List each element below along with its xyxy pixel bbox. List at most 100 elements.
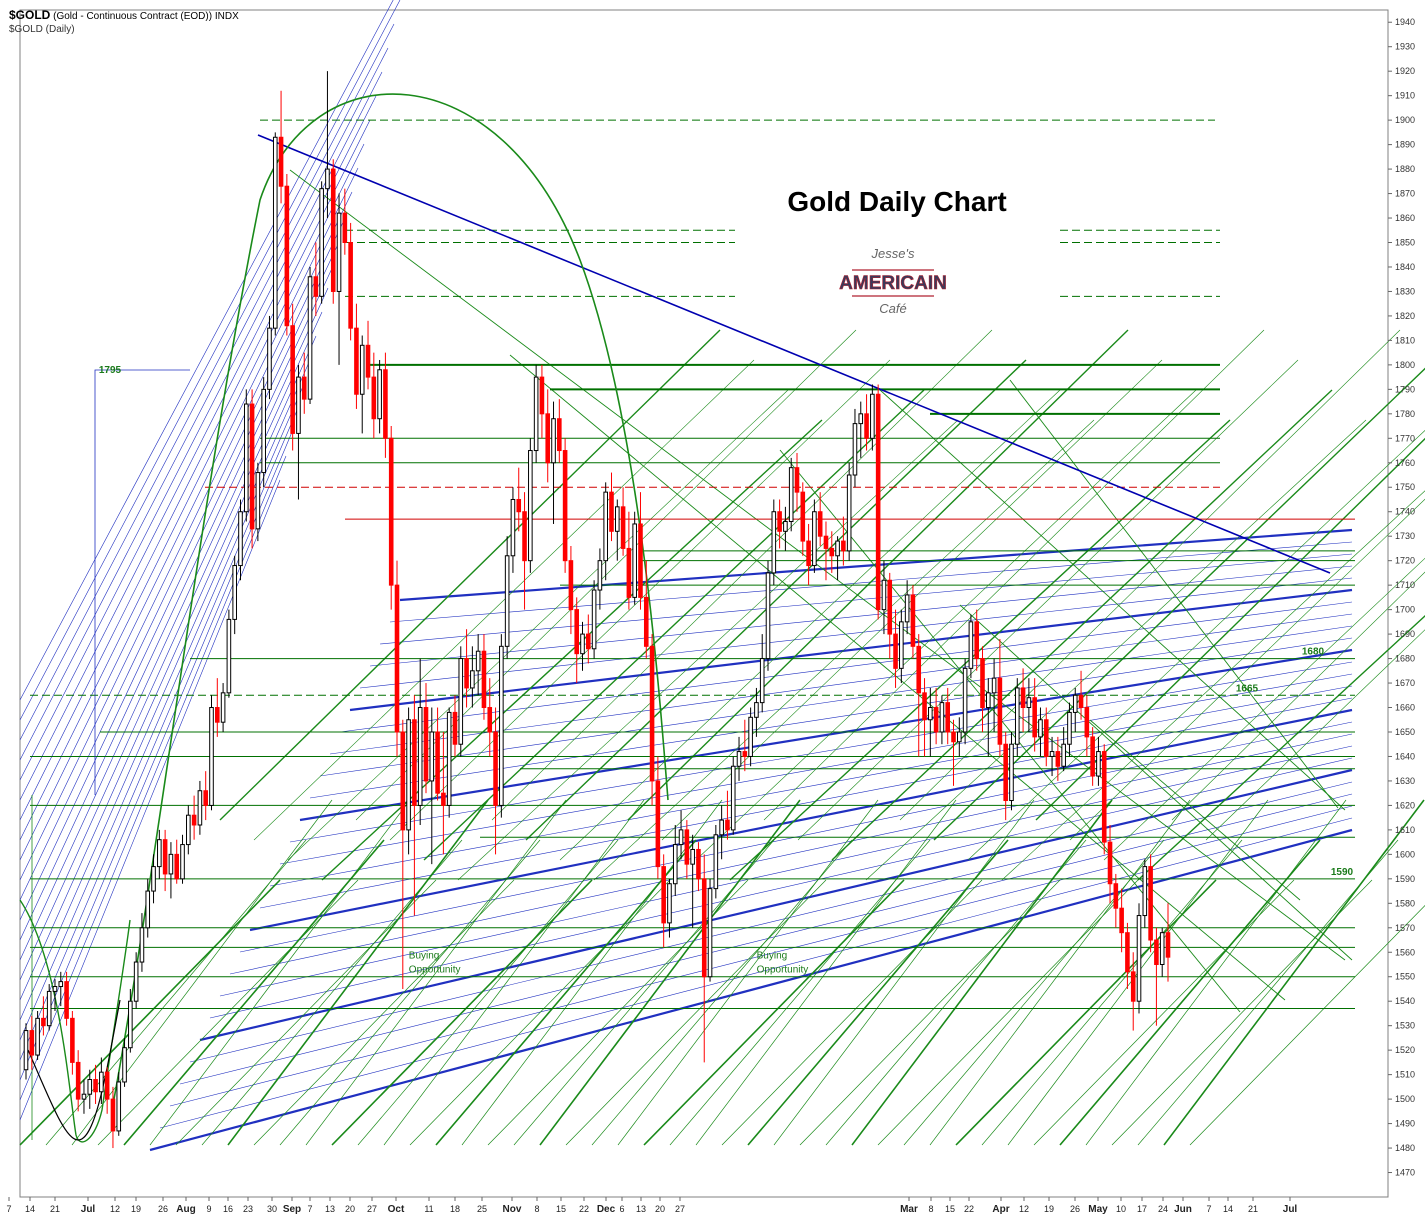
- candle-body: [1148, 866, 1153, 941]
- candle: [307, 266, 313, 405]
- y-tick-label: 1770: [1395, 433, 1415, 443]
- candle-body: [75, 1061, 81, 1100]
- candle: [661, 854, 666, 948]
- green-fan-line: [1033, 879, 1295, 1146]
- candle-body: [1130, 971, 1136, 1002]
- level-label: 1795: [99, 365, 122, 376]
- x-tick-label: 16: [223, 1204, 233, 1214]
- candle: [817, 492, 823, 546]
- candle: [562, 438, 568, 573]
- green-fan-line: [409, 879, 671, 1146]
- candle-body: [522, 511, 527, 562]
- y-tick-label: 1530: [1395, 1021, 1415, 1031]
- candle: [730, 756, 736, 835]
- candle-body: [661, 866, 666, 924]
- y-tick-label: 1910: [1395, 91, 1415, 101]
- candle-body: [510, 498, 516, 557]
- candle-body: [348, 242, 353, 329]
- plot-frame: [19, 9, 1389, 1198]
- candle: [788, 457, 794, 532]
- y-tick-label: 1930: [1395, 42, 1415, 52]
- candle: [70, 1010, 75, 1075]
- candle: [626, 511, 632, 610]
- candle-body: [180, 844, 185, 880]
- candle-body: [701, 878, 707, 978]
- candle-body: [1159, 932, 1165, 965]
- candle-body: [1136, 915, 1142, 1002]
- candle-body: [591, 589, 597, 650]
- candle-body: [655, 780, 661, 868]
- candle: [643, 560, 649, 659]
- candle-body: [499, 645, 504, 806]
- blue-channel-line: [319, 625, 1353, 777]
- candle-body: [487, 707, 493, 733]
- x-tick-label: 21: [50, 1204, 60, 1214]
- green-fan-line: [97, 879, 359, 1146]
- candle: [35, 1010, 40, 1060]
- green-fan-line: [903, 839, 1165, 1146]
- candle: [1038, 707, 1043, 757]
- candle: [875, 384, 881, 620]
- candle: [620, 487, 626, 556]
- x-tick-label: 17: [1137, 1204, 1147, 1214]
- trendline-fans: [19, 0, 1425, 1152]
- candle: [180, 834, 185, 884]
- candle: [910, 585, 916, 659]
- candle-body: [725, 819, 730, 831]
- candle-body: [475, 650, 481, 672]
- candle: [985, 678, 991, 757]
- candle-body: [528, 450, 533, 562]
- candle: [614, 499, 620, 561]
- candle: [296, 364, 301, 500]
- candle-body: [145, 890, 151, 929]
- candle: [510, 487, 516, 573]
- x-tick-label: 11: [424, 1204, 433, 1214]
- candle: [400, 719, 406, 989]
- horizontal-levels: [30, 119, 1355, 1140]
- candle: [1014, 678, 1020, 757]
- candle-body: [412, 719, 417, 806]
- candle-body: [899, 621, 904, 669]
- logo-text-bottom: Café: [879, 301, 906, 316]
- green-fan-line: [851, 799, 1113, 1146]
- y-tick-label: 1550: [1395, 972, 1415, 982]
- candle-body: [46, 990, 52, 1027]
- y-tick-label: 1840: [1395, 262, 1415, 272]
- blue-channel-line: [179, 793, 1353, 1085]
- x-tick-label: 22: [579, 1204, 589, 1214]
- candle: [377, 359, 382, 434]
- green-fan-line: [435, 839, 697, 1146]
- candle-body: [290, 325, 295, 434]
- candle: [991, 658, 997, 732]
- green-fan-line: [1069, 498, 1425, 841]
- candle: [29, 1015, 35, 1070]
- candle-body: [481, 650, 487, 709]
- green-fan-line: [695, 799, 957, 1146]
- y-tick-label: 1900: [1395, 115, 1415, 125]
- candle: [1043, 707, 1049, 767]
- candle-body: [667, 883, 672, 924]
- green-fan-line: [539, 799, 801, 1146]
- x-tick-label: Jul: [81, 1204, 96, 1215]
- candle: [383, 352, 388, 458]
- candle-body: [533, 376, 539, 452]
- candle-body: [1119, 907, 1124, 934]
- y-tick-label: 1680: [1395, 654, 1415, 664]
- candle-body: [586, 633, 591, 650]
- candle-body: [110, 1098, 116, 1132]
- candle: [354, 303, 359, 409]
- candle-body: [991, 677, 997, 694]
- candle: [881, 560, 887, 635]
- green-fan-line: [357, 839, 619, 1146]
- candle-body: [1055, 751, 1061, 767]
- green-fan-line: [643, 879, 905, 1146]
- candle-body: [417, 707, 423, 806]
- candle-body: [980, 658, 985, 709]
- candle-body: [690, 848, 695, 865]
- level-label: 1665: [1236, 683, 1259, 694]
- candle-body: [748, 716, 753, 757]
- candle: [858, 401, 864, 458]
- candle: [974, 609, 979, 671]
- y-tick-label: 1590: [1395, 874, 1415, 884]
